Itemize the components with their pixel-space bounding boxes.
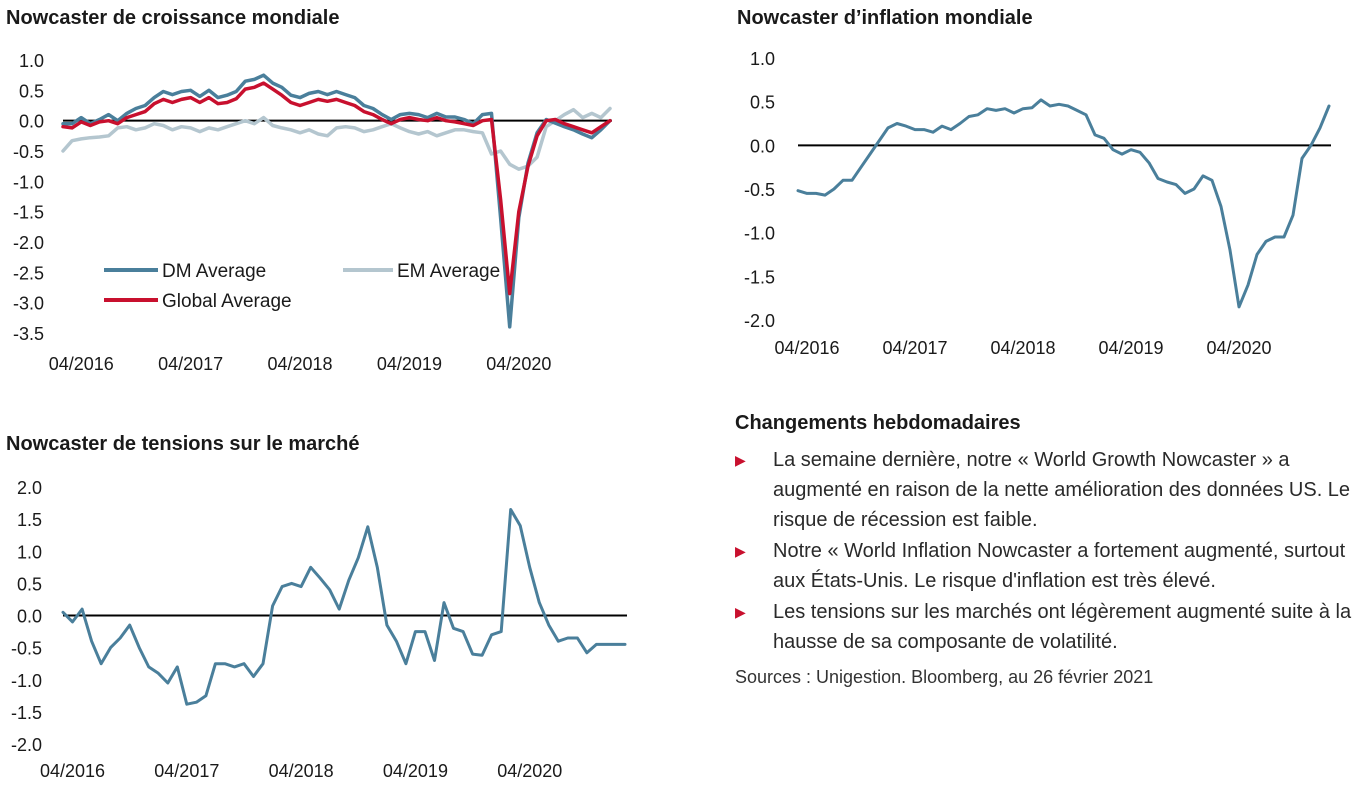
x-tick-label: 04/2017 (158, 354, 223, 374)
y-tick-label: -2.0 (13, 233, 44, 253)
x-tick-label: 04/2017 (882, 338, 947, 358)
y-tick-label: 2.0 (17, 478, 42, 498)
list-item: ▶ Les tensions sur les marchés ont légère… (735, 597, 1360, 657)
legend-label: Global Average (162, 291, 292, 312)
y-tick-label: -0.5 (11, 639, 42, 659)
inflation-chart-title: Nowcaster d’inflation mondiale (737, 7, 1033, 29)
x-tick-label: 04/2016 (49, 354, 114, 374)
growth-chart: 1.00.50.0-0.5-1.0-1.5-2.0-2.5-3.0-3.504/… (13, 51, 612, 374)
legend-label: EM Average (397, 261, 500, 282)
growth-chart-panel: 1.0 0.5 0.0 -0.5 -1.0 -1.5 -2.0 -2.5 -3.0 -3.5 04/… (0, 0, 640, 390)
list-item: ▶ Notre « World Inflation Nowcaster a for… (735, 536, 1360, 596)
weekly-notes: Changements hebdomadaires ▶ La semaine de… (735, 412, 1360, 688)
y-tick-label: 0.0 (19, 112, 44, 132)
y-tick-label: -1.5 (11, 703, 42, 723)
x-tick-label: 04/2016 (774, 338, 839, 358)
y-tick-label: -2.5 (13, 263, 44, 283)
y-tick-label: -1.5 (744, 267, 775, 287)
y-tick-label: -1.0 (11, 671, 42, 691)
stress-chart-panel: 2.0 1.5 1.0 0.5 0.0 -0.5 -1.0 -1.5 -2.0 04/2016 04… (0, 425, 660, 804)
y-tick-label: 0.0 (17, 607, 42, 627)
x-tick-label: 04/2018 (990, 338, 1055, 358)
x-tick-label: 04/2019 (377, 354, 442, 374)
y-tick-label: -1.0 (13, 172, 44, 192)
y-tick-label: -2.0 (11, 735, 42, 755)
x-tick-label: 04/2020 (497, 761, 562, 781)
y-tick-label: -0.5 (13, 142, 44, 162)
stress-chart-title: Nowcaster de tensions sur le marché (6, 433, 360, 455)
y-tick-label: -3.0 (13, 294, 44, 314)
series-line-em-average (61, 106, 612, 171)
list-item: ▶ La semaine dernière, notre « World Grow… (735, 445, 1360, 535)
x-tick-label: 04/2019 (383, 761, 448, 781)
x-tick-label: 04/2016 (40, 761, 105, 781)
bullet-arrow-icon: ▶ (735, 604, 746, 620)
inflation-chart: 1.0 0.5 0.0 -0.5 -1.0 -1.5 -2.0 04/2016 04/2017 0… (744, 49, 1331, 358)
inflation-chart-panel: 1.0 0.5 0.0 -0.5 -1.0 -1.5 -2.0 04/2016 04/2017 0… (735, 0, 1365, 390)
x-tick-label: 04/2018 (267, 354, 332, 374)
x-tick-label: 04/2018 (269, 761, 334, 781)
y-tick-label: -1.5 (13, 203, 44, 223)
legend-label: DM Average (162, 261, 266, 282)
series-line-inflation (796, 98, 1331, 309)
x-tick-label: 04/2017 (154, 761, 219, 781)
series-line-global-average (61, 81, 612, 296)
y-tick-label: 1.5 (17, 510, 42, 530)
note-text: La semaine dernière, notre « World Growt… (773, 449, 1351, 531)
y-tick-label: 1.0 (750, 49, 775, 69)
bullet-arrow-icon: ▶ (735, 543, 746, 559)
y-tick-label: -3.5 (13, 324, 44, 344)
bullet-arrow-icon: ▶ (735, 452, 746, 468)
series-line-stress (61, 508, 627, 706)
growth-chart-title: Nowcaster de croissance mondiale (6, 7, 340, 29)
x-tick-label: 04/2020 (486, 354, 551, 374)
y-tick-label: 0.5 (750, 93, 775, 113)
y-tick-label: -2.0 (744, 311, 775, 331)
stress-chart: 2.0 1.5 1.0 0.5 0.0 -0.5 -1.0 -1.5 -2.0 04/2016 04… (11, 478, 627, 781)
y-tick-label: -0.5 (744, 180, 775, 200)
y-tick-label: 1.0 (17, 542, 42, 562)
x-tick-label: 04/2020 (1206, 338, 1271, 358)
note-text: Les tensions sur les marchés ont légèrem… (773, 601, 1352, 653)
y-tick-label: 1.0 (19, 51, 44, 71)
notes-list: ▶ La semaine dernière, notre « World Grow… (735, 445, 1360, 657)
y-tick-label: -1.0 (744, 224, 775, 244)
y-tick-label: 0.5 (19, 81, 44, 101)
notes-title: Changements hebdomadaires (735, 412, 1021, 434)
y-tick-label: 0.0 (750, 136, 775, 156)
note-text: Notre « World Inflation Nowcaster a fort… (773, 540, 1346, 592)
sources-note: Sources : Unigestion. Bloomberg, au 26 f… (735, 667, 1154, 687)
x-tick-label: 04/2019 (1098, 338, 1163, 358)
y-tick-label: 0.5 (17, 574, 42, 594)
